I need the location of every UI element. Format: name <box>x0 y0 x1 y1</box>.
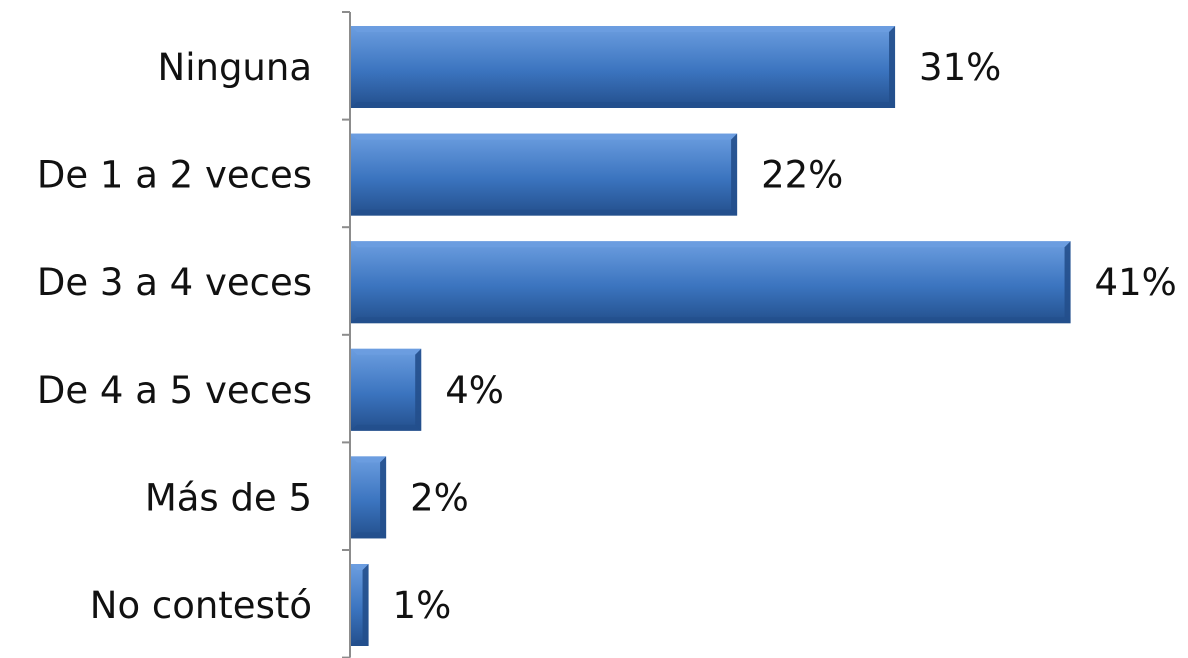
bar-bevel-bottom <box>351 640 369 646</box>
bar-bevel-right <box>362 564 369 646</box>
bar-bevel-bottom <box>351 532 387 539</box>
bar-bevel-bottom <box>351 317 1071 324</box>
labels-layer: Ninguna 31% De 1 a 2 veces 22% De 3 a 4 vece… <box>37 46 1177 627</box>
category-label: De 3 a 4 veces <box>37 261 312 304</box>
bar <box>351 241 1071 324</box>
bar <box>351 564 369 646</box>
data-label: 4% <box>445 369 504 412</box>
bar-bevel-right <box>415 348 422 431</box>
bar-body <box>351 26 896 108</box>
bar-bevel-right <box>380 456 387 539</box>
bar-bevel-bottom <box>351 102 896 108</box>
bar-bevel-top <box>351 241 1071 248</box>
bar-bevel-top <box>351 26 896 32</box>
bar-bevel-top <box>351 133 738 140</box>
category-label: No contestó <box>90 584 312 627</box>
bar-body <box>351 348 422 431</box>
bar-body <box>351 133 738 216</box>
bar-body <box>351 241 1071 324</box>
bar-bevel-bottom <box>351 209 738 216</box>
category-label: Más de 5 <box>145 476 312 519</box>
bar-bevel-top <box>351 456 387 463</box>
bar <box>351 26 896 108</box>
y-axis <box>342 11 351 658</box>
bar-bevel-right <box>889 26 896 108</box>
category-label: De 1 a 2 veces <box>37 154 312 197</box>
bars-layer <box>351 26 1071 646</box>
bar-bevel-bottom <box>351 424 422 431</box>
bar <box>351 133 738 216</box>
data-label: 31% <box>919 46 1001 89</box>
bar-bevel-right <box>1064 241 1071 324</box>
bar-bevel-top <box>351 564 369 570</box>
bar-bevel-right <box>731 133 738 216</box>
data-label: 2% <box>410 476 469 519</box>
category-label: Ninguna <box>158 46 312 89</box>
bar <box>351 348 422 431</box>
category-label: De 4 a 5 veces <box>37 369 312 412</box>
data-label: 1% <box>393 584 452 627</box>
data-label: 22% <box>761 154 843 197</box>
data-label: 41% <box>1095 261 1177 304</box>
bar-bevel-top <box>351 348 422 355</box>
bar <box>351 456 387 539</box>
